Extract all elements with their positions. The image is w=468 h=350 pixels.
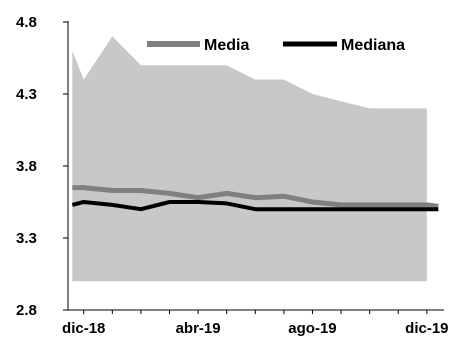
y-tick-label: 4.3 xyxy=(16,86,37,103)
x-tick-label: dic-19 xyxy=(405,320,448,337)
x-tick-label: dic-18 xyxy=(62,320,105,337)
x-tick-label: abr-19 xyxy=(176,320,221,337)
range-band xyxy=(72,36,427,282)
x-tick-label: ago-19 xyxy=(288,320,336,337)
axis-layer xyxy=(63,21,444,314)
y-tick-label: 3.8 xyxy=(16,158,37,175)
y-tick-label: 2.8 xyxy=(16,302,37,319)
legend-label-media: Media xyxy=(204,37,249,54)
legend-label-mediana: Mediana xyxy=(341,37,405,54)
series-line-mediana xyxy=(71,200,439,212)
series-line-media xyxy=(72,185,439,209)
range-band-layer xyxy=(72,36,427,282)
legend: Media Mediana xyxy=(147,37,405,54)
series-layer xyxy=(71,185,439,212)
tick-label-layer: 2.8 3.3 3.8 4.3 4.8 dic-18 abr-19 ago-19 dic-19 xyxy=(16,14,449,337)
y-tick-label: 3.3 xyxy=(16,230,37,247)
y-tick-label: 4.8 xyxy=(16,14,37,31)
